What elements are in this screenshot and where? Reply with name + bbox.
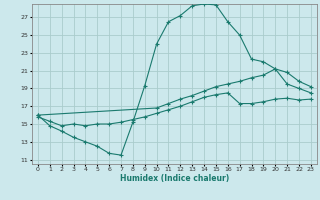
- X-axis label: Humidex (Indice chaleur): Humidex (Indice chaleur): [120, 174, 229, 183]
